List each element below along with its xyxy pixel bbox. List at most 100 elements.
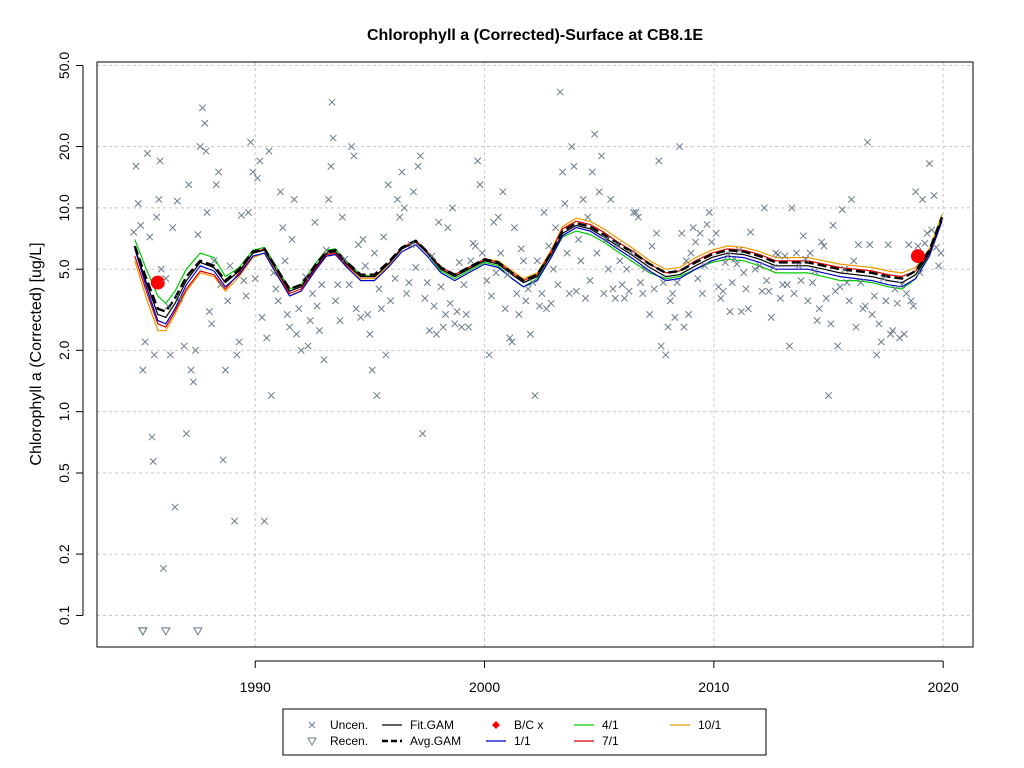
uncensored-point (561, 200, 569, 208)
uncensored-point (873, 351, 881, 359)
uncensored-point (393, 195, 401, 204)
uncensored-point (134, 200, 142, 208)
uncensored-point (790, 289, 798, 298)
uncensored-point (602, 235, 610, 244)
uncensored-point (822, 294, 830, 302)
uncensored-point (788, 204, 796, 212)
uncensored-point (187, 366, 195, 374)
uncensored-point (202, 147, 210, 155)
uncensored-point (345, 281, 353, 289)
uncensored-point (370, 249, 379, 257)
uncensored-point (162, 275, 170, 283)
uncensored-point (513, 289, 521, 298)
uncensored-point (678, 229, 686, 237)
uncensored-point (471, 242, 479, 250)
uncensored-point (437, 283, 445, 291)
uncensored-point (352, 305, 360, 313)
uncensored-point (233, 351, 241, 359)
uncensored-point (760, 204, 768, 212)
uncensored-point (611, 294, 619, 302)
uncensored-point (834, 342, 842, 350)
uncensored-point (565, 289, 573, 298)
uncensored-point (882, 297, 890, 305)
uncensored-point (249, 168, 257, 176)
uncensored-point (384, 181, 392, 189)
uncensored-point (329, 134, 337, 142)
uncensored-point (214, 168, 223, 176)
uncensored-point (740, 269, 748, 277)
uncensored-point (639, 289, 647, 298)
legend: Uncen. Recen. Fit.GAM Avg.GAM B/C x 1/1 4/1 7/1… (282, 708, 767, 756)
uncensored-point (758, 287, 766, 295)
x-tick-label: 1990 (240, 679, 271, 695)
uncensored-point (288, 235, 296, 244)
uncensored-point (932, 243, 940, 251)
avg-gam-line (133, 216, 944, 313)
uncensored-point (806, 249, 814, 257)
uncensored-point (902, 289, 911, 298)
uncensored-point (194, 230, 202, 239)
uncensored-point (866, 241, 874, 249)
uncensored-point (712, 229, 720, 237)
uncensored-point (428, 252, 436, 260)
uncensored-point (845, 297, 853, 305)
uncensored-point (171, 503, 179, 511)
uncensored-point (682, 257, 690, 265)
uncensored-point (652, 229, 661, 237)
uncensored-point (159, 564, 168, 573)
uncensored-point (462, 310, 470, 318)
uncensored-point (274, 297, 282, 305)
baseline-endpoint-marker (910, 249, 925, 264)
uncensored-point (400, 204, 408, 212)
uncensored-point (311, 218, 319, 226)
uncensored-point (251, 275, 259, 283)
uncensored-point (166, 351, 174, 359)
uncensored-point (737, 307, 745, 316)
uncensored-point (141, 338, 149, 346)
uncensored-point (641, 265, 649, 273)
legend-symbol-x (308, 721, 316, 729)
y-tick-label: 5.0 (56, 259, 72, 279)
uncensored-point (146, 233, 154, 241)
uncensored-point (648, 242, 656, 250)
uncensored-point (570, 162, 578, 170)
uncensored-point (419, 430, 427, 438)
uncensored-point (595, 188, 603, 196)
x-tick-label: 2000 (469, 679, 500, 695)
recensored-point (193, 627, 203, 636)
uncensored-point (776, 294, 784, 302)
uncensored-point (217, 281, 225, 289)
uncensored-point (937, 249, 945, 257)
uncensored-point (581, 294, 590, 302)
uncensored-point (785, 342, 794, 350)
uncensored-point (396, 213, 404, 221)
uncensored-point (318, 281, 326, 289)
y-tick-label: 0.1 (56, 605, 72, 625)
x-axis: 1990 2000 2010 2020 (240, 660, 959, 695)
uncensored-point (827, 320, 835, 328)
uncensored-point (765, 287, 773, 295)
uncensored-point (813, 316, 821, 325)
y-tick-label: 0.5 (56, 463, 72, 483)
uncensored-point (327, 162, 335, 170)
uncensored-point (726, 307, 734, 316)
uncensored-point (526, 330, 534, 338)
uncensored-point (799, 232, 807, 240)
uncensored-point (659, 279, 667, 287)
uncensored-point (928, 226, 936, 234)
chart-title: Chlorophyll a (Corrected)-Surface at CB8… (367, 27, 703, 44)
uncensored-point (875, 320, 883, 328)
uncensored-point (907, 297, 915, 305)
uncensored-point (382, 351, 390, 359)
uncensored-point (623, 265, 631, 273)
uncensored-point (893, 299, 901, 307)
legend-label: Uncen. (330, 718, 368, 732)
uncensored-point (265, 147, 273, 155)
uncensored-point (666, 297, 674, 305)
uncensored-point (795, 262, 803, 270)
uncensored-point (398, 168, 406, 176)
uncensored-point (263, 334, 271, 342)
uncensored-point (196, 143, 204, 151)
uncensored-point (240, 276, 248, 285)
uncensored-point (804, 297, 812, 305)
